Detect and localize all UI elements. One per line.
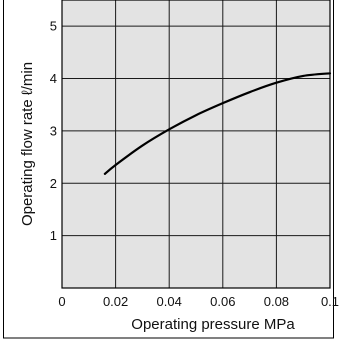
flow-rate-curve [103,72,332,175]
y-tick-label: 5 [50,19,57,34]
y-axis-label: Operating flow rate ℓ/min [19,62,36,226]
y-tick-label: 2 [50,176,57,191]
tick-labels: 0 0.02 0.04 0.06 0.08 0.1 1 2 3 4 5 [50,19,339,309]
x-tick-label: 0.06 [210,294,235,309]
plot-frame [61,0,331,289]
y-tick-label: 4 [50,71,57,86]
x-tick-label: 0.08 [264,294,289,309]
series-group [103,72,332,175]
grid-lines [62,0,331,288]
x-tick-label: 0.1 [321,294,339,309]
plot-area [62,0,330,288]
x-axis-label: Operating pressure MPa [131,316,295,333]
y-tick-label: 1 [50,228,57,243]
x-tick-label: 0.04 [157,294,182,309]
x-tick-label: 0 [58,294,65,309]
x-tick-label: 0.02 [103,294,128,309]
y-tick-label: 3 [50,123,57,138]
